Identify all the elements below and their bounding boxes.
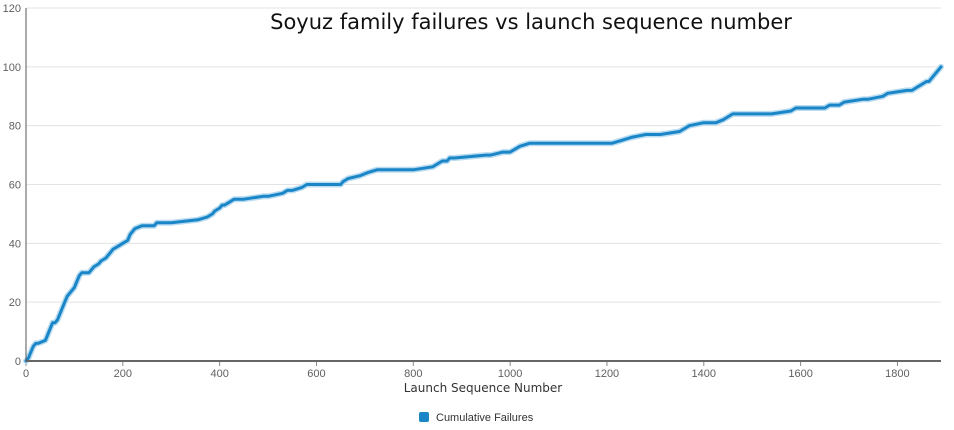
x-axis-label: Launch Sequence Number (404, 381, 563, 395)
y-tick-label: 60 (9, 180, 21, 192)
x-axis-ticks: 0 200 400 600 800 1000 1200 1400 1600 1800 (23, 361, 910, 380)
x-tick-label: 1200 (595, 368, 619, 380)
legend[interactable]: Cumulative Failures (419, 412, 534, 424)
grid-lines (26, 7, 941, 303)
y-tick-label: 100 (3, 62, 21, 74)
x-tick-label: 600 (307, 368, 325, 380)
series-layer (23, 63, 944, 364)
legend-swatch (419, 412, 429, 422)
series-line-halo (23, 63, 944, 364)
x-tick-label: 1000 (498, 368, 522, 380)
legend-item-label[interactable]: Cumulative Failures (436, 412, 534, 424)
y-tick-label: 120 (3, 3, 21, 15)
series-line-cumulative-failures[interactable] (24, 65, 943, 363)
y-tick-label: 40 (9, 238, 21, 250)
y-axis-ticks: 0 20 40 60 80 100 120 (3, 3, 21, 368)
x-tick-label: 1800 (885, 368, 909, 380)
y-tick-label: 80 (9, 121, 21, 133)
y-tick-label: 20 (9, 297, 21, 309)
x-tick-label: 1400 (692, 368, 716, 380)
x-tick-label: 400 (210, 368, 228, 380)
y-tick-label: 0 (15, 356, 21, 368)
x-tick-label: 800 (404, 368, 422, 380)
x-tick-label: 1600 (788, 368, 812, 380)
x-tick-label: 200 (114, 368, 132, 380)
x-tick-label: 0 (23, 368, 29, 380)
chart-title: Soyuz family failures vs launch sequence… (270, 10, 792, 34)
